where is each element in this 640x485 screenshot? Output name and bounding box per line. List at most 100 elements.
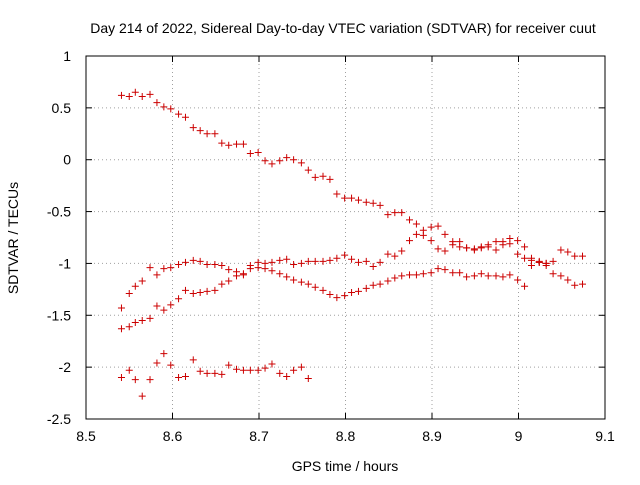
- data-point: [376, 201, 384, 209]
- data-point: [297, 363, 305, 371]
- x-tick-label: 8.7: [249, 428, 269, 444]
- data-point: [117, 325, 125, 333]
- data-point: [514, 250, 522, 258]
- data-point: [304, 375, 312, 383]
- data-point: [160, 306, 168, 314]
- data-point: [521, 243, 529, 251]
- data-point: [333, 254, 341, 262]
- data-point: [175, 374, 183, 382]
- data-point: [276, 157, 284, 165]
- data-point: [341, 251, 349, 259]
- x-tick-label: 8.8: [336, 428, 356, 444]
- y-tick-label: -2.5: [47, 411, 71, 427]
- data-point: [362, 257, 370, 265]
- data-point: [449, 241, 457, 249]
- data-point: [362, 198, 370, 206]
- data-point: [246, 265, 254, 273]
- data-point: [463, 244, 471, 252]
- data-point: [362, 284, 370, 292]
- data-point: [311, 173, 319, 181]
- chart-title: Day 214 of 2022, Sidereal Day-to-day VTE…: [90, 20, 596, 36]
- data-point: [369, 263, 377, 271]
- data-point: [211, 369, 219, 377]
- data-point: [181, 372, 189, 380]
- data-point: [167, 264, 175, 272]
- data-point: [117, 91, 125, 99]
- data-point: [167, 105, 175, 113]
- data-point: [153, 271, 161, 279]
- data-point: [196, 127, 204, 135]
- data-point: [564, 248, 572, 256]
- data-point: [521, 282, 529, 290]
- data-point: [181, 258, 189, 266]
- data-point: [189, 290, 197, 298]
- data-point: [341, 194, 349, 202]
- data-point: [549, 270, 557, 278]
- data-point: [225, 266, 233, 274]
- data-point: [276, 270, 284, 278]
- data-point: [225, 141, 233, 149]
- data-point: [125, 323, 133, 331]
- data-point: [160, 103, 168, 111]
- data-point: [239, 366, 247, 374]
- data-point: [427, 269, 435, 277]
- data-point: [326, 291, 334, 299]
- data-point: [181, 286, 189, 294]
- data-point: [484, 272, 492, 280]
- data-point: [203, 130, 211, 138]
- x-tick-labels: 8.5 8.6 8.7 8.8 8.9 9 9.1: [76, 428, 615, 444]
- data-point: [189, 124, 197, 132]
- data-point: [131, 376, 139, 384]
- data-point: [506, 271, 514, 279]
- data-point: [470, 245, 478, 253]
- data-point: [449, 269, 457, 277]
- y-axis-label: SDTVAR / TECUs: [5, 182, 21, 294]
- data-point: [470, 272, 478, 280]
- data-point: [246, 366, 254, 374]
- data-point: [319, 172, 327, 180]
- data-point: [203, 287, 211, 295]
- data-point: [268, 267, 276, 275]
- data-point: [233, 365, 241, 373]
- data-point: [218, 370, 226, 378]
- data-point: [535, 257, 543, 265]
- data-point: [514, 237, 522, 245]
- data-point: [441, 266, 449, 274]
- data-point: [218, 280, 226, 288]
- data-point: [412, 230, 420, 238]
- data-point: [348, 255, 356, 263]
- data-point: [406, 216, 414, 224]
- data-point: [218, 139, 226, 147]
- data-point: [261, 265, 269, 273]
- data-point: [333, 294, 341, 302]
- data-point: [125, 290, 133, 298]
- data-point: [203, 369, 211, 377]
- data-point: [138, 392, 146, 400]
- data-point: [239, 140, 247, 148]
- data-point: [175, 110, 183, 118]
- data-point: [492, 238, 500, 246]
- data-point: [261, 364, 269, 372]
- data-point: [514, 276, 522, 284]
- y-tick-label: -1: [59, 255, 72, 271]
- data-point: [419, 270, 427, 278]
- data-point: [406, 271, 414, 279]
- data-point: [391, 274, 399, 282]
- data-points: [117, 88, 587, 400]
- data-point: [233, 272, 241, 280]
- data-point: [499, 238, 507, 246]
- data-point: [167, 361, 175, 369]
- y-tick-label: 0.5: [52, 100, 72, 116]
- data-point: [211, 130, 219, 138]
- y-tick-label: -1.5: [47, 307, 71, 323]
- data-point: [579, 252, 587, 260]
- data-point: [146, 264, 154, 272]
- data-point: [311, 283, 319, 291]
- data-point: [571, 281, 579, 289]
- x-tick-label: 9.1: [595, 428, 615, 444]
- data-point: [239, 270, 247, 278]
- data-point: [189, 256, 197, 264]
- series-lower: [117, 350, 312, 400]
- data-point: [354, 196, 362, 204]
